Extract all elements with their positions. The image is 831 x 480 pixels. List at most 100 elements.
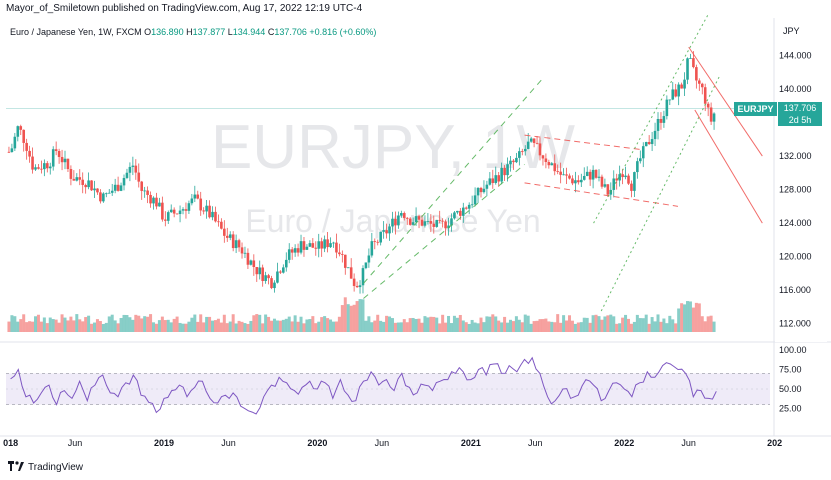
volume-bar	[411, 317, 415, 332]
candle-body	[323, 239, 326, 249]
candle-body	[187, 203, 191, 211]
volume-bar	[72, 320, 76, 332]
candle-body	[394, 218, 397, 226]
volume-bar	[22, 314, 26, 332]
volume-bar	[688, 301, 692, 332]
candle-body	[54, 149, 58, 151]
volume-bar	[193, 314, 197, 332]
volume-bar	[629, 323, 633, 332]
volume-bar	[87, 315, 91, 332]
change-value: +0.816 (+0.60%)	[309, 27, 377, 37]
volume-bar	[75, 314, 79, 332]
volume-bar	[562, 315, 566, 332]
volume-bar	[314, 323, 318, 332]
candle-body	[276, 271, 279, 283]
volume-bar	[187, 321, 191, 332]
candle-body	[96, 188, 99, 193]
volume-bar	[290, 321, 294, 332]
volume-bar	[683, 304, 687, 332]
volume-bar	[538, 319, 542, 332]
volume-bar	[66, 320, 70, 332]
volume-bar	[331, 321, 335, 332]
candle-body	[385, 230, 388, 234]
candle-body	[22, 129, 26, 143]
candle-body	[577, 180, 580, 183]
candle-body	[435, 219, 439, 227]
candle-body	[66, 158, 70, 170]
steep-channel-lower	[600, 76, 720, 312]
volume-bar	[470, 319, 474, 332]
candle-body	[647, 142, 651, 145]
candle-body	[332, 242, 335, 244]
volume-bar	[240, 321, 244, 332]
open-label: O	[144, 27, 152, 37]
volume-bar	[582, 317, 586, 332]
candle-body	[535, 142, 539, 144]
candle-body	[370, 241, 374, 256]
volume-bar	[423, 316, 427, 332]
volume-bar	[84, 317, 88, 332]
volume-bar	[34, 316, 38, 332]
candle-body	[358, 285, 362, 288]
symbol-legend[interactable]: Euro / Japanese Yen, 1W, FXCM O136.890 H…	[10, 27, 376, 37]
candle-body	[712, 113, 716, 122]
volume-bar	[594, 314, 598, 332]
volume-bar	[709, 315, 713, 332]
candle-body	[252, 260, 256, 268]
candle-body	[63, 158, 67, 163]
volume-bar	[237, 320, 241, 332]
candle-body	[214, 211, 217, 222]
volume-bar	[160, 316, 164, 332]
candle-body	[28, 150, 31, 157]
time-tick-label: 202	[767, 438, 782, 448]
volume-bar	[175, 316, 179, 332]
candle-body	[87, 180, 90, 188]
candle-body	[408, 218, 412, 225]
candle-body	[456, 210, 459, 213]
volume-bar	[665, 323, 669, 332]
candle-body	[630, 183, 633, 191]
volume-bar	[638, 318, 642, 332]
volume-bar	[449, 323, 453, 332]
volume-bar	[591, 315, 595, 332]
candle-body	[326, 239, 329, 248]
candle-body	[488, 178, 492, 185]
trend-channel-lower	[363, 164, 525, 299]
price-tick-label: 144.000	[779, 51, 812, 61]
volume-bar	[441, 314, 445, 332]
volume-bar	[662, 318, 666, 332]
candle-body	[473, 195, 477, 205]
volume-bar	[609, 314, 613, 332]
candle-body	[479, 187, 483, 193]
volume-bar	[520, 322, 524, 332]
volume-bar	[565, 320, 569, 332]
volume-bar	[559, 322, 563, 332]
candle-body	[93, 188, 96, 191]
volume-bar	[500, 322, 504, 332]
price-tick-label: 112.000	[779, 319, 811, 329]
price-tick-label: 116.000	[779, 285, 811, 295]
volume-bar	[455, 317, 459, 332]
candle-body	[78, 177, 82, 180]
candle-body	[568, 175, 571, 179]
volume-bar	[671, 319, 675, 332]
candle-body	[308, 243, 312, 247]
volume-bar	[228, 321, 232, 332]
volume-bar	[317, 321, 321, 332]
volume-bar	[134, 314, 138, 332]
candle-body	[46, 163, 49, 169]
candle-body	[51, 149, 55, 167]
volume-bar	[494, 316, 498, 332]
volume-bar	[349, 305, 353, 332]
candle-body	[532, 138, 536, 143]
candle-body	[48, 166, 52, 169]
volume-bar	[81, 321, 85, 332]
candle-body	[464, 207, 468, 209]
volume-bar	[532, 321, 536, 332]
candle-body	[618, 174, 621, 181]
candle-body	[287, 249, 291, 260]
footer-brand[interactable]: TradingView	[8, 461, 83, 474]
candle-body	[497, 175, 500, 182]
candle-body	[166, 212, 170, 221]
